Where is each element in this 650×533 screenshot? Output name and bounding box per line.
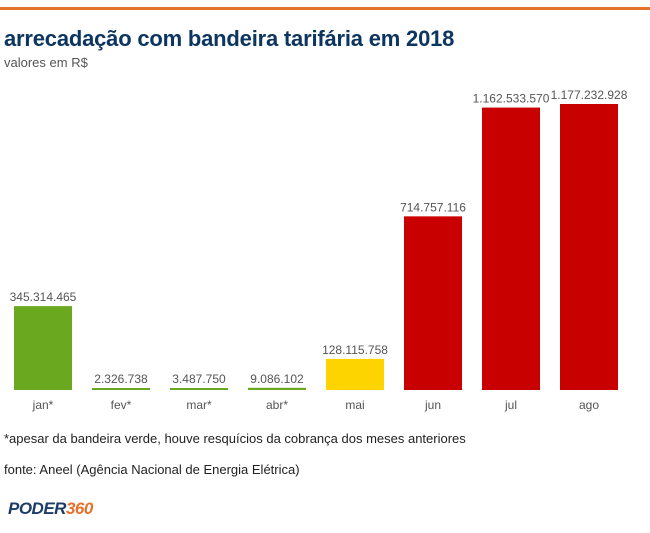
bar-fev [92,388,150,390]
value-label: 345.314.465 [10,290,77,304]
logo-word-360: 360 [65,499,93,518]
source-note: fonte: Aneel (Agência Nacional de Energi… [4,462,300,477]
x-tick-label: ago [579,398,599,412]
bar-jul [482,107,540,390]
value-label: 714.757.116 [400,200,466,214]
x-tick-label: abr* [266,398,288,412]
top-accent-rule [0,7,650,10]
bar-abr [248,387,306,390]
x-tick-label: mai [345,398,364,412]
footnote: *apesar da bandeira verde, houve resquíc… [4,431,466,446]
chart-subtitle: valores em R$ [4,55,88,70]
chart-title: arrecadação com bandeira tarifária em 20… [4,26,455,51]
value-label: 2.326.738 [94,372,148,386]
bar-chart: 345.314.465 jan* 2.326.738 fev* 3.487.750 mar… [10,88,628,412]
bar-jun [404,216,462,390]
bar-mar [170,388,228,390]
x-tick-label: jan* [32,398,54,412]
x-tick-label: jun [424,398,441,412]
value-label: 9.086.102 [250,372,304,386]
x-tick-label: fev* [111,398,132,412]
value-label: 3.487.750 [172,372,226,386]
poder360-logo: PODER360 [8,499,93,519]
value-label: 1.177.232.928 [551,88,628,102]
x-tick-label: mar* [186,398,212,412]
logo-word-poder: PODER [8,499,66,518]
value-label: 1.162.533.570 [473,92,550,106]
bar-jan [14,306,72,390]
bar-mai [326,358,384,390]
x-tick-label: jul [504,398,517,412]
value-label: 128.115.758 [322,343,388,357]
bar-ago [560,104,618,390]
